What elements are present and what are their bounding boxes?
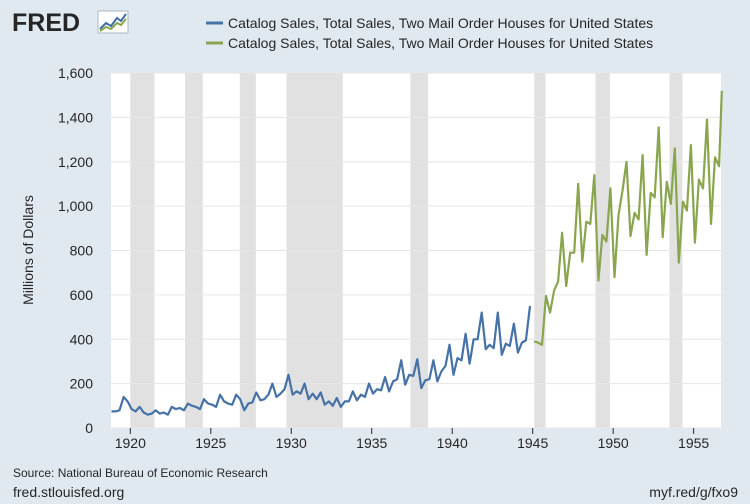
legend-item-series-1[interactable]: Catalog Sales, Total Sales, Two Mail Ord… — [206, 15, 653, 31]
x-tick-label: 1935 — [356, 435, 387, 451]
x-tick-label: 1930 — [276, 435, 307, 451]
x-tick-label: 1945 — [517, 435, 548, 451]
legend-label-series-1: Catalog Sales, Total Sales, Two Mail Ord… — [228, 15, 653, 31]
y-tick-label: 1,400 — [58, 109, 93, 125]
fred-line-graph-icon — [97, 10, 129, 34]
source-note: Source: National Bureau of Economic Rese… — [13, 466, 268, 480]
y-tick-label: 200 — [70, 376, 94, 392]
x-tick-label: 1950 — [598, 435, 629, 451]
y-tick-label: 1,000 — [58, 198, 93, 214]
x-tick-label: 1955 — [678, 435, 709, 451]
x-tick-label: 1925 — [195, 435, 226, 451]
x-tick-label: 1920 — [115, 435, 146, 451]
fred-logo[interactable]: FRED — [12, 9, 129, 37]
legend: Catalog Sales, Total Sales, Two Mail Ord… — [206, 15, 653, 51]
y-axis-label: Millions of Dollars — [20, 195, 36, 305]
y-tick-label: 600 — [70, 287, 94, 303]
legend-item-series-2[interactable]: Catalog Sales, Total Sales, Two Mail Ord… — [206, 35, 653, 51]
gridlines — [111, 72, 721, 429]
x-axis-ticks: 1920 1925 1930 1935 1940 1945 1950 1955 — [115, 428, 709, 451]
site-link[interactable]: fred.stlouisfed.org — [13, 484, 125, 500]
x-tick-label: 1940 — [437, 435, 468, 451]
series-line-2[interactable] — [533, 90, 723, 346]
series-line-1[interactable] — [111, 305, 532, 416]
series-lines — [111, 90, 723, 416]
y-axis-ticks: 0 200 400 600 800 1,000 1,200 1,400 1,600 — [58, 65, 93, 436]
short-url-link[interactable]: myf.red/g/fxo9 — [649, 484, 738, 500]
y-tick-label: 400 — [70, 331, 94, 347]
logo-text: FRED — [12, 9, 80, 37]
y-tick-label: 800 — [70, 243, 94, 259]
legend-label-series-2: Catalog Sales, Total Sales, Two Mail Ord… — [228, 35, 653, 51]
y-tick-label: 1,600 — [58, 65, 93, 81]
y-tick-label: 0 — [85, 420, 93, 436]
y-tick-label: 1,200 — [58, 154, 93, 170]
